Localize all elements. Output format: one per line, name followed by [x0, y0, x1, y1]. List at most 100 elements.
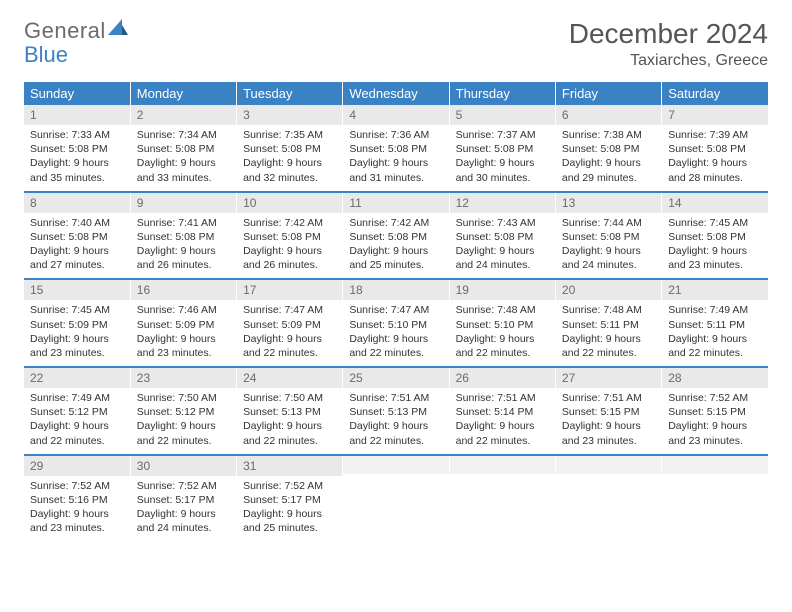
- sunset-value: 5:13 PM: [388, 406, 427, 418]
- sunset-label: Sunset:: [562, 319, 601, 331]
- sunset-label: Sunset:: [349, 319, 388, 331]
- sunset-value: 5:17 PM: [282, 494, 321, 506]
- daylight-label: Daylight:: [243, 420, 287, 432]
- day-header: Wednesday: [343, 82, 449, 105]
- sunset-line: Sunset: 5:09 PM: [243, 318, 336, 332]
- day-number: 17: [237, 280, 342, 300]
- title-block: December 2024 Taxiarches, Greece: [569, 18, 768, 70]
- sunset-value: 5:08 PM: [600, 143, 639, 155]
- sunset-value: 5:15 PM: [707, 406, 746, 418]
- sunrise-value: 7:50 AM: [178, 392, 217, 404]
- calendar-day: 6Sunrise: 7:38 AMSunset: 5:08 PMDaylight…: [555, 105, 661, 192]
- sunrise-value: 7:51 AM: [391, 392, 430, 404]
- sunrise-line: Sunrise: 7:42 AM: [243, 216, 336, 230]
- daylight-label: Daylight:: [137, 157, 181, 169]
- day-body: Sunrise: 7:50 AMSunset: 5:13 PMDaylight:…: [237, 388, 342, 454]
- sunrise-label: Sunrise:: [349, 129, 390, 141]
- sunset-label: Sunset:: [668, 143, 707, 155]
- day-body: Sunrise: 7:34 AMSunset: 5:08 PMDaylight:…: [131, 125, 236, 191]
- daylight-label: Daylight:: [243, 245, 287, 257]
- calendar-day: 30Sunrise: 7:52 AMSunset: 5:17 PMDayligh…: [130, 455, 236, 542]
- sunrise-value: 7:40 AM: [71, 217, 110, 229]
- sunrise-line: Sunrise: 7:52 AM: [243, 479, 336, 493]
- calendar-week: 1Sunrise: 7:33 AMSunset: 5:08 PMDaylight…: [24, 105, 768, 192]
- calendar-day: 2Sunrise: 7:34 AMSunset: 5:08 PMDaylight…: [130, 105, 236, 192]
- calendar-day: 28Sunrise: 7:52 AMSunset: 5:15 PMDayligh…: [662, 367, 768, 455]
- calendar-day: 9Sunrise: 7:41 AMSunset: 5:08 PMDaylight…: [130, 192, 236, 280]
- daylight-line: Daylight: 9 hours and 22 minutes.: [243, 332, 336, 360]
- sunrise-value: 7:52 AM: [178, 480, 217, 492]
- sunset-label: Sunset:: [137, 231, 176, 243]
- sunrise-line: Sunrise: 7:49 AM: [668, 303, 762, 317]
- day-number-empty: [556, 456, 661, 474]
- sunrise-value: 7:36 AM: [391, 129, 430, 141]
- sunset-label: Sunset:: [456, 406, 495, 418]
- sunrise-label: Sunrise:: [30, 392, 71, 404]
- day-header: Tuesday: [237, 82, 343, 105]
- daylight-line: Daylight: 9 hours and 25 minutes.: [243, 507, 336, 535]
- calendar-day: 15Sunrise: 7:45 AMSunset: 5:09 PMDayligh…: [24, 279, 130, 367]
- day-number: 18: [343, 280, 448, 300]
- sunrise-label: Sunrise:: [668, 392, 709, 404]
- sunset-label: Sunset:: [668, 319, 707, 331]
- day-number: 14: [662, 193, 768, 213]
- sunrise-value: 7:49 AM: [710, 304, 749, 316]
- sunrise-line: Sunrise: 7:43 AM: [456, 216, 549, 230]
- day-header: Monday: [130, 82, 236, 105]
- sunset-value: 5:09 PM: [282, 319, 321, 331]
- sunrise-value: 7:48 AM: [603, 304, 642, 316]
- sunrise-line: Sunrise: 7:50 AM: [243, 391, 336, 405]
- sunrise-label: Sunrise:: [137, 392, 178, 404]
- daylight-label: Daylight:: [668, 333, 712, 345]
- sunrise-line: Sunrise: 7:39 AM: [668, 128, 762, 142]
- sunrise-label: Sunrise:: [30, 304, 71, 316]
- day-body: Sunrise: 7:51 AMSunset: 5:15 PMDaylight:…: [556, 388, 661, 454]
- daylight-line: Daylight: 9 hours and 29 minutes.: [562, 156, 655, 184]
- sunrise-value: 7:51 AM: [603, 392, 642, 404]
- daylight-label: Daylight:: [456, 420, 500, 432]
- sunrise-line: Sunrise: 7:45 AM: [30, 303, 124, 317]
- calendar-day: 4Sunrise: 7:36 AMSunset: 5:08 PMDaylight…: [343, 105, 449, 192]
- sunset-value: 5:08 PM: [388, 143, 427, 155]
- sunset-label: Sunset:: [562, 406, 601, 418]
- sunset-line: Sunset: 5:08 PM: [456, 142, 549, 156]
- daylight-line: Daylight: 9 hours and 31 minutes.: [349, 156, 442, 184]
- daylight-line: Daylight: 9 hours and 28 minutes.: [668, 156, 762, 184]
- sunset-line: Sunset: 5:08 PM: [137, 230, 230, 244]
- sunset-line: Sunset: 5:12 PM: [30, 405, 124, 419]
- day-body: Sunrise: 7:49 AMSunset: 5:11 PMDaylight:…: [662, 300, 768, 366]
- day-number: 12: [450, 193, 555, 213]
- sunrise-value: 7:50 AM: [285, 392, 324, 404]
- day-body: Sunrise: 7:39 AMSunset: 5:08 PMDaylight:…: [662, 125, 768, 191]
- daylight-line: Daylight: 9 hours and 25 minutes.: [349, 244, 442, 272]
- day-body: Sunrise: 7:45 AMSunset: 5:08 PMDaylight:…: [662, 213, 768, 279]
- sunrise-line: Sunrise: 7:51 AM: [349, 391, 442, 405]
- daylight-line: Daylight: 9 hours and 23 minutes.: [668, 419, 762, 447]
- calendar-day: 10Sunrise: 7:42 AMSunset: 5:08 PMDayligh…: [237, 192, 343, 280]
- day-number: 27: [556, 368, 661, 388]
- daylight-label: Daylight:: [349, 157, 393, 169]
- day-body: Sunrise: 7:36 AMSunset: 5:08 PMDaylight:…: [343, 125, 448, 191]
- day-body: Sunrise: 7:52 AMSunset: 5:17 PMDaylight:…: [131, 476, 236, 542]
- calendar-day: 16Sunrise: 7:46 AMSunset: 5:09 PMDayligh…: [130, 279, 236, 367]
- sunset-label: Sunset:: [30, 406, 69, 418]
- day-number: 13: [556, 193, 661, 213]
- calendar-week: 15Sunrise: 7:45 AMSunset: 5:09 PMDayligh…: [24, 279, 768, 367]
- sunset-value: 5:08 PM: [600, 231, 639, 243]
- sunset-label: Sunset:: [456, 319, 495, 331]
- calendar-day: 8Sunrise: 7:40 AMSunset: 5:08 PMDaylight…: [24, 192, 130, 280]
- day-header: Thursday: [449, 82, 555, 105]
- sunset-line: Sunset: 5:09 PM: [137, 318, 230, 332]
- daylight-label: Daylight:: [349, 245, 393, 257]
- sunrise-line: Sunrise: 7:40 AM: [30, 216, 124, 230]
- daylight-label: Daylight:: [30, 157, 74, 169]
- location: Taxiarches, Greece: [569, 52, 768, 70]
- daylight-line: Daylight: 9 hours and 23 minutes.: [30, 507, 124, 535]
- sunset-label: Sunset:: [243, 319, 282, 331]
- day-number: 3: [237, 105, 342, 125]
- daylight-line: Daylight: 9 hours and 23 minutes.: [30, 332, 124, 360]
- day-body-empty: [662, 474, 768, 524]
- sunrise-label: Sunrise:: [562, 217, 603, 229]
- sunrise-value: 7:52 AM: [710, 392, 749, 404]
- calendar-day: 17Sunrise: 7:47 AMSunset: 5:09 PMDayligh…: [237, 279, 343, 367]
